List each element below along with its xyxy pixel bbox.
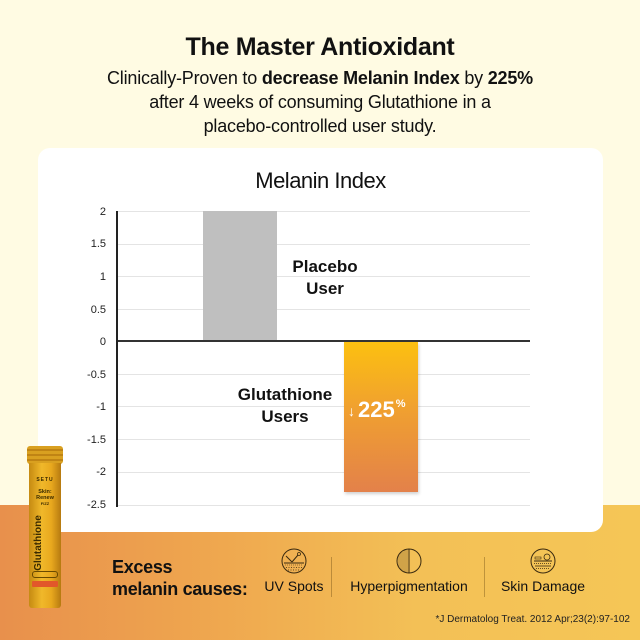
bar-glutathione — [344, 342, 418, 492]
y-axis — [116, 211, 118, 507]
tube-cap — [27, 446, 63, 464]
gridline — [117, 244, 530, 245]
hyperpigmentation-icon — [396, 548, 422, 574]
gridline — [117, 439, 530, 440]
y-tick: 2 — [99, 206, 106, 218]
y-tick: 1.5 — [90, 238, 106, 250]
decrease-percent-annotation: ↓ 225 % — [348, 397, 406, 422]
subtitle-line-3: placebo-controlled user study. — [203, 116, 437, 136]
bar-placebo — [203, 211, 277, 341]
gridline — [117, 505, 530, 506]
y-tick: 0.5 — [90, 304, 106, 316]
gridline — [117, 211, 530, 212]
down-arrow-icon: ↓ — [348, 403, 355, 419]
y-tick: -1 — [96, 401, 106, 413]
skin-damage-icon — [530, 548, 556, 574]
header: The Master Antioxidant Clinically-Proven… — [0, 30, 640, 138]
y-tick: -2.5 — [87, 499, 106, 511]
cause-hyperpigmentation: Hyperpigmentation — [345, 548, 473, 594]
tube-body: SETU Skin: Renew FIZZ Glutathione — [29, 463, 61, 608]
subtitle: Clinically-Proven to decrease Melanin In… — [0, 66, 640, 138]
y-tick: -2 — [96, 466, 106, 478]
y-tick: -1.5 — [87, 434, 106, 446]
causes-heading: Excess melanin causes: — [112, 557, 248, 599]
gridline — [117, 276, 530, 277]
subtitle-line-2: after 4 weeks of consuming Glutathione i… — [149, 92, 491, 112]
y-tick: 0 — [99, 336, 106, 348]
product-tube-image: SETU Skin: Renew FIZZ Glutathione — [27, 446, 63, 608]
zero-axis-line — [117, 340, 530, 342]
gridline — [117, 406, 530, 407]
divider — [331, 557, 332, 597]
gridline — [117, 309, 530, 310]
divider — [484, 557, 485, 597]
subtitle-line-1: Clinically-Proven to decrease Melanin In… — [106, 68, 533, 88]
y-tick: -0.5 — [87, 369, 106, 381]
placebo-label: Placebo User — [292, 257, 358, 298]
y-tick: 1 — [99, 271, 106, 283]
cause-skin-damage: Skin Damage — [497, 548, 589, 594]
chart-title: Melanin Index — [255, 168, 386, 193]
footnote-citation: *J Dermatolog Treat. 2012 Apr;23(2):97-1… — [435, 614, 630, 625]
cause-uv-spots: UV Spots — [258, 548, 330, 594]
glutathione-label: Glutathione Users — [237, 385, 333, 426]
gridline — [117, 472, 530, 473]
gridline — [117, 374, 530, 375]
uv-spots-icon — [281, 548, 307, 574]
page-title: The Master Antioxidant — [185, 33, 455, 61]
